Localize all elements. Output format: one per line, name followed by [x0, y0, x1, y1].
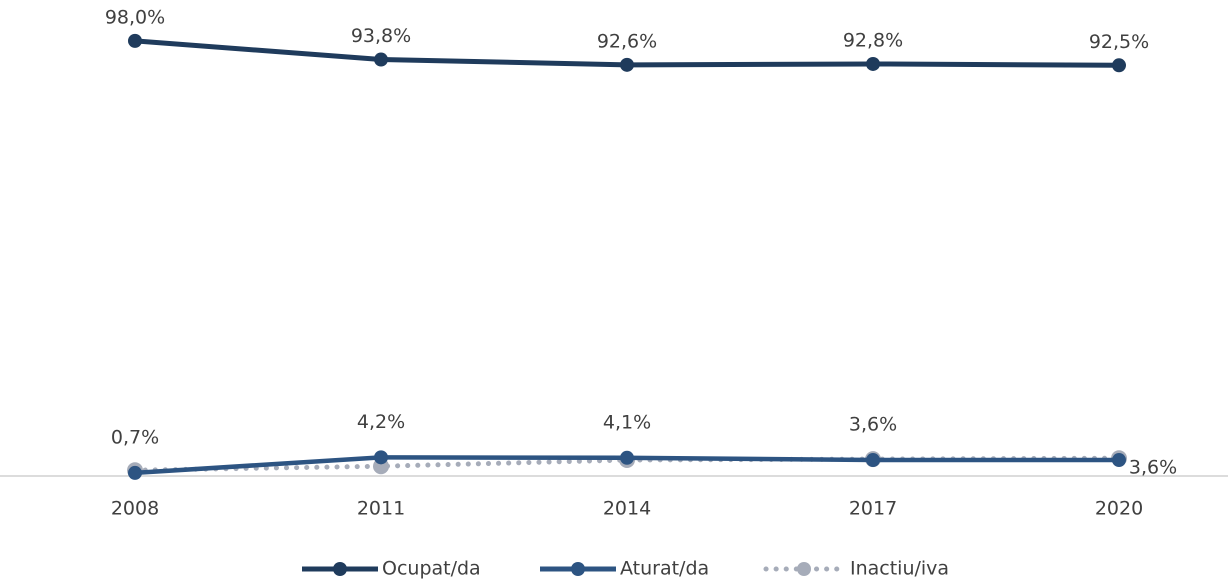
- legend-marker: [797, 562, 811, 576]
- legend-label: Ocupat/da: [382, 558, 481, 580]
- data-label: 93,8%: [351, 25, 411, 47]
- marker: [1112, 453, 1126, 468]
- legend-marker: [333, 562, 347, 576]
- legend-label: Inactiu/iva: [850, 558, 949, 580]
- marker: [620, 57, 634, 72]
- data-label: 98,0%: [105, 6, 165, 28]
- data-label: 4,2%: [357, 411, 405, 433]
- data-label: 92,8%: [843, 29, 903, 51]
- marker: [866, 56, 880, 71]
- data-label: 92,5%: [1089, 31, 1149, 53]
- marker: [1112, 58, 1126, 73]
- x-tick-label: 2017: [849, 498, 897, 520]
- x-tick-label: 2011: [357, 498, 405, 520]
- marker: [866, 453, 880, 468]
- data-label: 4,1%: [603, 411, 651, 433]
- marker: [128, 465, 142, 480]
- marker: [374, 450, 388, 465]
- x-tick-label: 2020: [1095, 498, 1143, 520]
- data-label: 3,6%: [849, 414, 897, 436]
- marker: [620, 450, 634, 465]
- data-label: 3,6%: [1129, 457, 1177, 479]
- data-label: 92,6%: [597, 30, 657, 52]
- legend-marker: [571, 562, 585, 576]
- marker: [374, 52, 388, 67]
- marker: [128, 33, 142, 48]
- legend-label: Aturat/da: [620, 558, 709, 580]
- data-label: 0,7%: [111, 426, 159, 448]
- x-tick-label: 2014: [603, 498, 651, 520]
- x-tick-label: 2008: [111, 498, 159, 520]
